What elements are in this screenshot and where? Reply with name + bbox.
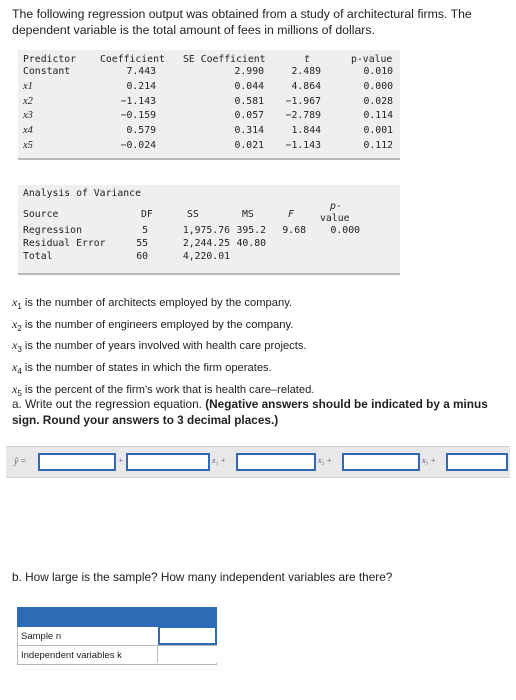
coef-header-t: t xyxy=(304,54,310,65)
coef-cell: 7.443 xyxy=(126,66,157,77)
anova-cell: Regression xyxy=(23,225,82,236)
anova-cell: 60 xyxy=(136,251,148,262)
anova-header-value: value xyxy=(320,213,350,224)
coef-cell: 0.314 xyxy=(234,125,265,137)
coef-cell: −1.967 xyxy=(285,95,321,107)
coef-cell: 0.010 xyxy=(363,66,394,77)
coef-cell: −0.024 xyxy=(120,140,156,151)
anova-header-df: DF xyxy=(141,209,153,220)
x2-label: x₂ + xyxy=(318,456,332,465)
independent-variables-input[interactable] xyxy=(157,646,217,663)
x1-coefficient-input[interactable] xyxy=(126,453,210,471)
yhat-label: ŷ = xyxy=(14,456,27,466)
anova-cell: 55 xyxy=(136,238,148,249)
sample-n-label: Sample n xyxy=(21,631,62,642)
coef-cell: 2.489 xyxy=(291,66,322,77)
sample-n-input[interactable] xyxy=(158,626,217,645)
answer-table-header xyxy=(17,607,217,627)
coef-cell: x4 xyxy=(23,125,33,137)
coef-cell: 1.844 xyxy=(291,125,322,137)
coef-cell: 0.000 xyxy=(363,80,394,92)
coef-cell: 0.021 xyxy=(234,140,265,151)
coef-cell: x1 xyxy=(23,80,33,92)
coef-cell: −1.143 xyxy=(285,140,321,151)
coef-cell: x5 xyxy=(23,140,33,151)
coef-cell: 0.028 xyxy=(363,95,394,107)
anova-header-ss: SS xyxy=(187,209,199,220)
coef-cell: 0.057 xyxy=(234,110,265,122)
coef-cell: x3 xyxy=(23,110,33,122)
definition-x4: x4 is the number of states in which the … xyxy=(12,360,272,377)
coef-cell: Constant xyxy=(23,66,71,77)
coef-cell: 2.990 xyxy=(234,66,265,77)
coef-header-se: SE Coefficient xyxy=(183,54,266,65)
x3-label: x₃ + xyxy=(422,456,436,465)
plus-label: + xyxy=(118,456,124,465)
coef-header-pvalue: p-value xyxy=(351,54,393,65)
answer-row-sample: Sample n xyxy=(17,626,217,646)
anova-cell: 0.000 xyxy=(330,225,361,236)
coef-cell: 0.044 xyxy=(234,80,265,92)
question-b: b. How large is the sample? How many ind… xyxy=(12,570,393,584)
x2-coefficient-input[interactable] xyxy=(236,453,316,471)
coef-cell: 0.114 xyxy=(363,110,394,122)
coef-cell: 0.214 xyxy=(126,80,157,92)
anova-header-source: Source xyxy=(23,209,59,220)
anova-cell: 4,220.01 xyxy=(182,251,230,262)
answer-row-k: Independent variables k xyxy=(17,646,217,665)
intercept-input[interactable] xyxy=(38,453,116,471)
coef-cell: 4.864 xyxy=(291,80,322,92)
anova-cell: 9.68 xyxy=(282,225,306,236)
coef-cell: x2 xyxy=(23,95,33,107)
coefficient-table: Predictor Coefficient SE Coefficient t p… xyxy=(18,50,400,160)
anova-cell: Residual Error xyxy=(23,238,106,249)
coef-cell: 0.001 xyxy=(363,125,394,137)
coef-cell: −1.143 xyxy=(120,95,156,107)
x4-coefficient-input[interactable] xyxy=(446,453,508,471)
anova-header-ms: MS xyxy=(242,209,254,220)
sample-answer-table: Sample n Independent variables k xyxy=(17,607,217,665)
question-a: a. Write out the regression equation. (N… xyxy=(12,397,488,427)
anova-cell: 5 xyxy=(142,225,148,236)
anova-header-p: p- xyxy=(330,201,342,212)
x3-coefficient-input[interactable] xyxy=(342,453,420,471)
x1-label: x₁ + xyxy=(212,456,226,465)
anova-cell: Total xyxy=(23,251,53,262)
anova-cell: 1,975.76 xyxy=(182,225,230,236)
problem-intro: The following regression output was obta… xyxy=(12,7,472,37)
regression-equation-bar: ŷ = + x₁ + x₂ + x₃ + xyxy=(6,446,510,478)
definition-x2: x2 is the number of engineers employed b… xyxy=(12,316,294,333)
coef-cell: 0.579 xyxy=(126,125,157,137)
anova-table: Analysis of Variance Source DF SS MS F p… xyxy=(18,185,400,275)
coef-header-predictor: Predictor xyxy=(23,54,77,65)
anova-cell: 2,244.25 xyxy=(182,238,230,249)
anova-cell: 40.80 xyxy=(236,238,267,249)
anova-header-f: F xyxy=(288,209,294,220)
independent-variables-label: Independent variables k xyxy=(21,650,122,661)
anova-title: Analysis of Variance xyxy=(23,188,141,199)
coef-header-coefficient: Coefficient xyxy=(100,54,165,65)
definition-x3: x3 is the number of years involved with … xyxy=(12,338,307,355)
definition-x1: x1 is the number of architects employed … xyxy=(12,295,293,312)
variable-definitions: x1 is the number of architects employed … xyxy=(12,294,314,403)
coef-cell: 0.112 xyxy=(363,140,394,151)
definition-x5: x5 is the percent of the firm’s work tha… xyxy=(12,381,315,399)
coef-cell: −2.789 xyxy=(285,110,321,122)
coef-cell: 0.581 xyxy=(234,95,265,107)
anova-cell: 395.2 xyxy=(236,225,267,236)
coef-cell: −0.159 xyxy=(120,110,156,122)
